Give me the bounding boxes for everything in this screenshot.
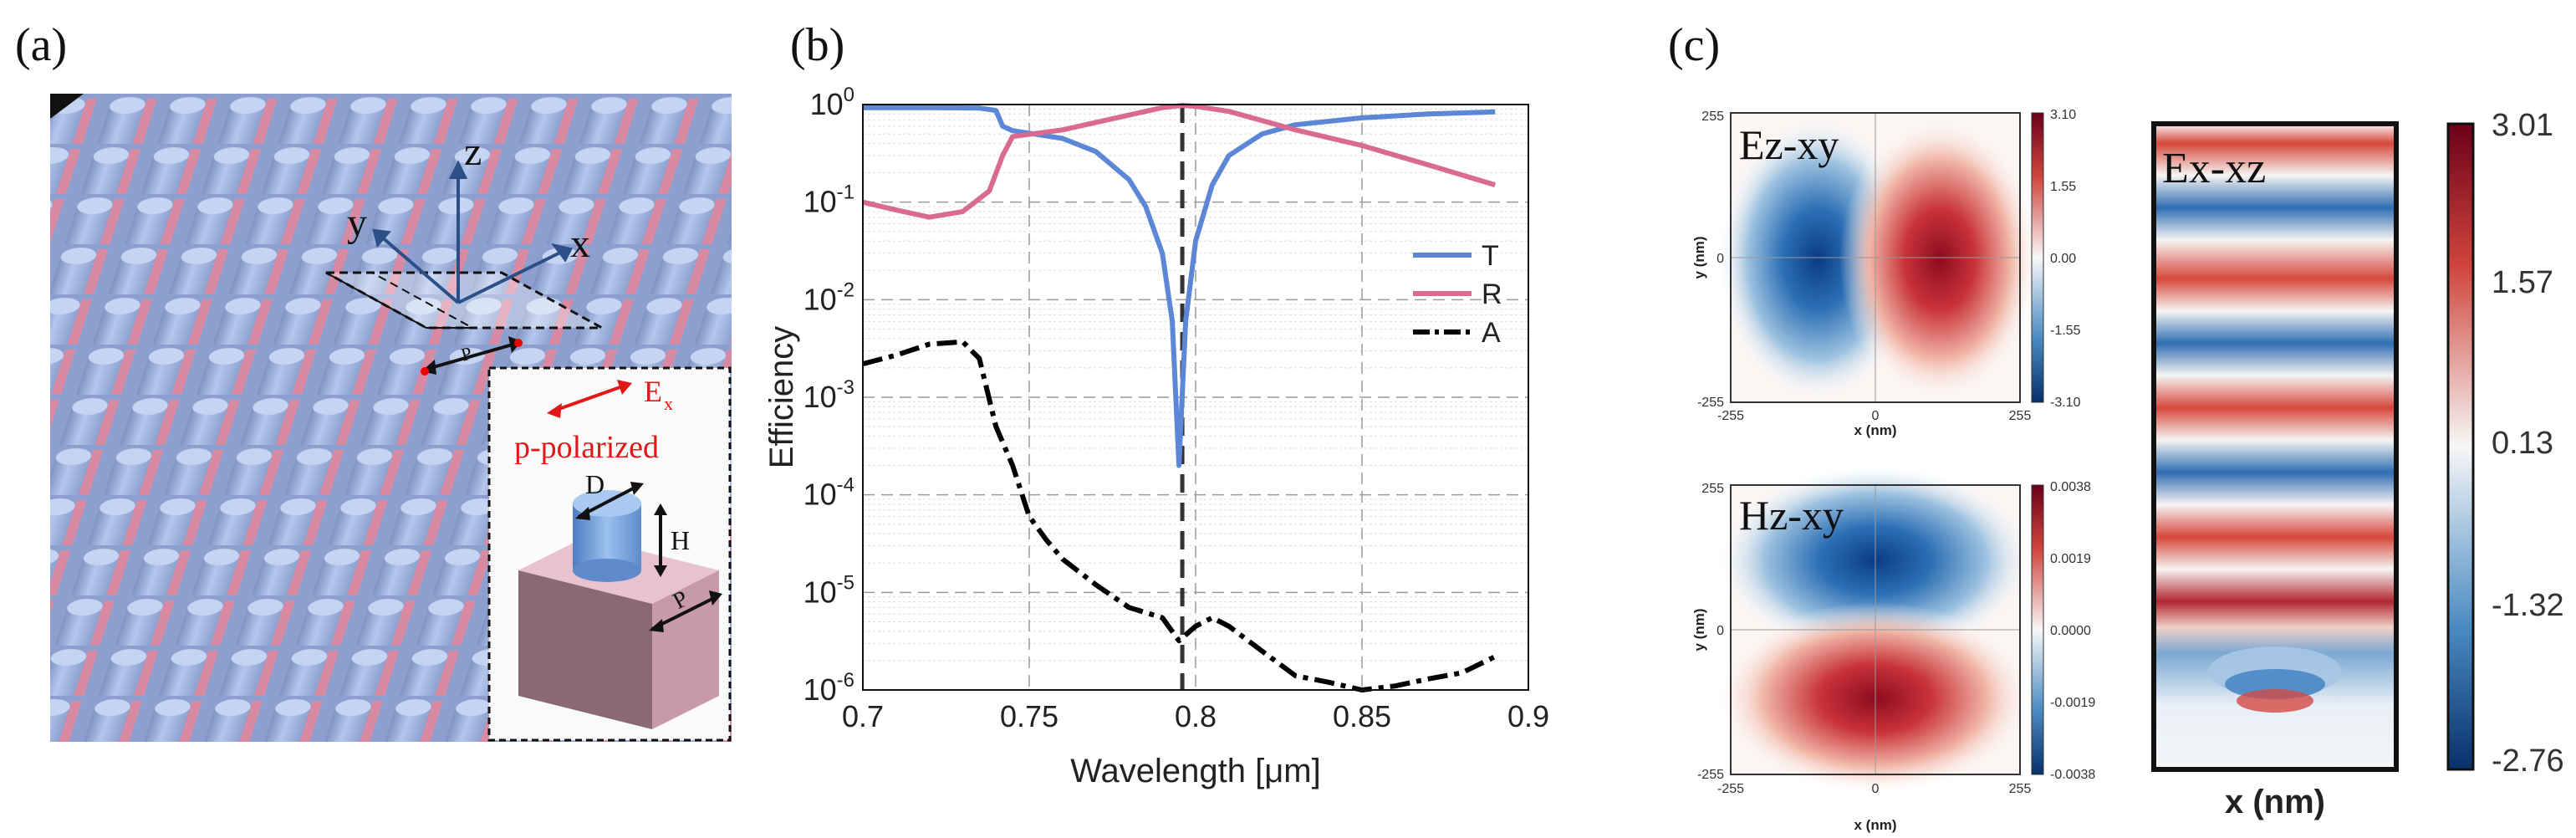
polarization-label: p-polarized (514, 430, 659, 465)
x-tick-label: 0.7 (842, 699, 884, 733)
ex-cbar-tick: -1.32 (2492, 588, 2564, 623)
metasurface-illustration: z x y P E x p-polarized D H (50, 94, 732, 742)
chart-xlabel: Wavelength [μm] (1070, 753, 1320, 789)
hz-xy-map: Hz-xy 255 0 -255 -255 0 255 x (nm) y (nm… (1691, 464, 2095, 833)
y-tick-label: 10-3 (803, 376, 854, 414)
panel-label-b: (b) (790, 19, 845, 71)
ex-cbar-tick: 1.57 (2492, 265, 2553, 300)
legend-label-R: R (1482, 278, 1502, 310)
x-tick-label: 0.75 (1000, 699, 1058, 733)
series-line-A (862, 339, 1497, 692)
hz-cbar-tick: 0.0000 (2050, 624, 2091, 638)
legend-label-T: T (1482, 240, 1499, 272)
unit-cell-inset: E x p-polarized D H P (487, 366, 732, 742)
ez-cbar-tick: 0.00 (2050, 252, 2076, 266)
x-tick-label: 0.9 (1507, 699, 1549, 733)
hz-cbar-tick: -0.0019 (2050, 696, 2095, 710)
efficiency-chart: 100 10-1 10-2 10-3 10-4 10-5 10-60.7 0.75 0.8 0.8… (763, 84, 1549, 789)
field-maps: Ez-xy 255 0 -255 -255 0 255 x (nm) y (nm… (1691, 108, 2564, 833)
series-line-R (862, 103, 1497, 220)
ez-cbar-tick: 1.55 (2050, 180, 2076, 194)
y-tick-label: 100 (810, 84, 854, 121)
ez-ylabel: y (nm) (1691, 237, 1707, 279)
axis-x-label: x (570, 222, 590, 266)
hz-ytick: 255 (1701, 482, 1724, 496)
chart-ylabel: Efficiency (763, 326, 800, 468)
hz-cbar-tick: 0.0038 (2050, 480, 2091, 494)
panel-label-a: (a) (15, 19, 68, 71)
ex-cbar-tick: 3.01 (2492, 108, 2553, 143)
axis-y-label: y (347, 201, 367, 245)
field-label: E (644, 375, 662, 408)
y-tick-label: 10-4 (803, 474, 854, 512)
ex-xz-title: Ex-xz (2162, 145, 2266, 192)
coordinate-axes (372, 160, 573, 304)
ez-ytick: 255 (1701, 110, 1724, 124)
y-tick-label: 10-1 (803, 181, 854, 219)
hz-ylabel: y (nm) (1691, 609, 1707, 651)
ex-xlabel: x (nm) (2225, 784, 2325, 820)
height-label: H (671, 525, 690, 555)
legend-label-A: A (1482, 317, 1501, 349)
hz-cbar-tick: -0.0038 (2050, 768, 2095, 782)
ez-xtick: 255 (2009, 409, 2032, 423)
ez-ytick: -255 (1697, 396, 1724, 410)
ex-cbar-tick: -2.76 (2492, 743, 2564, 779)
ez-cbar-tick: 3.10 (2050, 108, 2076, 122)
x-tick-label: 0.8 (1175, 699, 1217, 733)
x-tick-label: 0.85 (1333, 699, 1391, 733)
ez-xy-title: Ez-xy (1739, 121, 1839, 168)
panel-label-c: (c) (1668, 19, 1721, 71)
ez-ytick: 0 (1716, 252, 1724, 266)
ez-xy-map: Ez-xy 255 0 -255 -255 0 255 x (nm) y (nm… (1691, 108, 2081, 438)
hz-xtick: 255 (2009, 782, 2032, 796)
hz-xlabel: x (nm) (1854, 817, 1897, 833)
hz-colorbar (2031, 484, 2044, 775)
diameter-label: D (585, 469, 604, 499)
ex-cbar-tick: 0.13 (2492, 426, 2553, 461)
hz-cbar-tick: 0.0019 (2050, 552, 2091, 566)
ez-xtick: -255 (1717, 409, 1744, 423)
ex-xz-map: Ex-xz x (nm) 3.01 1.57 0.13 -1.32 -2.76 (2151, 108, 2564, 820)
ez-cbar-tick: -1.55 (2050, 324, 2081, 338)
axis-z-label: z (464, 130, 482, 174)
hz-ytick: -255 (1697, 768, 1724, 782)
field-subscript: x (664, 393, 673, 414)
y-tick-label: 10-6 (803, 669, 854, 707)
ez-xlabel: x (nm) (1854, 422, 1897, 438)
hz-ytick: 0 (1716, 624, 1724, 638)
y-tick-label: 10-2 (803, 278, 854, 316)
hz-xtick: 0 (1872, 782, 1880, 796)
hz-xy-title: Hz-xy (1739, 492, 1844, 539)
ex-colorbar (2446, 122, 2475, 771)
ez-xtick: 0 (1872, 409, 1880, 423)
y-tick-label: 10-5 (803, 571, 854, 609)
ez-cbar-tick: -3.10 (2050, 396, 2081, 410)
plot-frame (862, 104, 1529, 691)
series-line-T (863, 105, 1496, 468)
hz-xtick: -255 (1717, 782, 1744, 796)
ez-colorbar (2031, 112, 2044, 403)
